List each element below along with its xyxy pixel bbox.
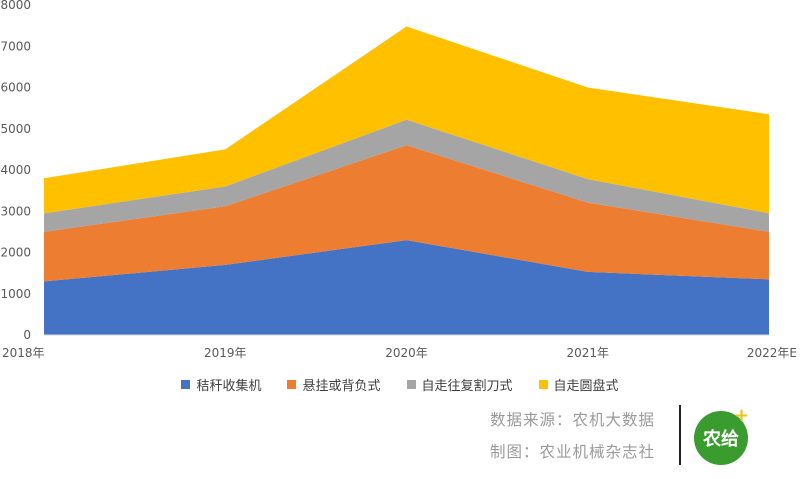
legend-item: 悬挂或背负式 <box>287 375 381 394</box>
y-tick-label: 5000 <box>0 122 31 136</box>
legend-label: 自走圆盘式 <box>553 378 619 394</box>
footer-divider <box>679 405 681 465</box>
publisher-logo: 农给 <box>694 411 748 465</box>
area-series-2 <box>44 145 769 282</box>
y-tick-label: 0 <box>23 328 31 342</box>
y-tick-label: 2000 <box>0 246 31 260</box>
legend-item: 秸秆收集机 <box>181 375 261 394</box>
area-series-1 <box>44 240 769 335</box>
legend-label: 秸秆收集机 <box>196 378 262 394</box>
chart-credit-text: 制图：农业机械杂志社 <box>490 443 656 461</box>
legend-swatch <box>181 379 191 389</box>
legend-swatch <box>287 379 297 389</box>
logo-plus-icon: + <box>734 405 750 426</box>
chart-legend: 秸秆收集机 悬挂或背负式 自走往复割刀式 自走圆盘式 <box>0 373 800 395</box>
x-tick-label: 2020年 <box>385 346 428 360</box>
area-series-3 <box>44 119 769 232</box>
legend-swatch <box>538 379 548 389</box>
legend-label: 悬挂或背负式 <box>302 378 381 394</box>
footer: 数据来源：农机大数据 制图：农业机械杂志社 农给 + <box>490 405 790 469</box>
legend-item: 自走圆盘式 <box>538 375 619 394</box>
logo-text: 农给 <box>703 429 739 450</box>
x-tick-label: 2019年 <box>204 346 247 360</box>
y-tick-label: 7000 <box>0 39 31 53</box>
area-chart: 0 1000 2000 3000 4000 5000 6000 7000 8000 2018年 20… <box>0 0 797 360</box>
x-tick-label: 2021年 <box>566 346 609 360</box>
area-series-4 <box>44 26 769 214</box>
y-tick-label: 1000 <box>0 287 31 301</box>
y-tick-label: 6000 <box>0 81 31 95</box>
legend-label: 自走往复割刀式 <box>421 378 513 394</box>
y-tick-label: 4000 <box>0 163 31 177</box>
x-tick-label: 2022年E <box>747 346 797 360</box>
legend-swatch <box>406 379 416 389</box>
x-tick-label: 2018年 <box>2 346 45 360</box>
legend-item: 自走往复割刀式 <box>406 375 513 394</box>
y-tick-label: 8000 <box>0 0 31 12</box>
y-tick-label: 3000 <box>0 204 31 218</box>
data-source-text: 数据来源：农机大数据 <box>490 411 656 429</box>
